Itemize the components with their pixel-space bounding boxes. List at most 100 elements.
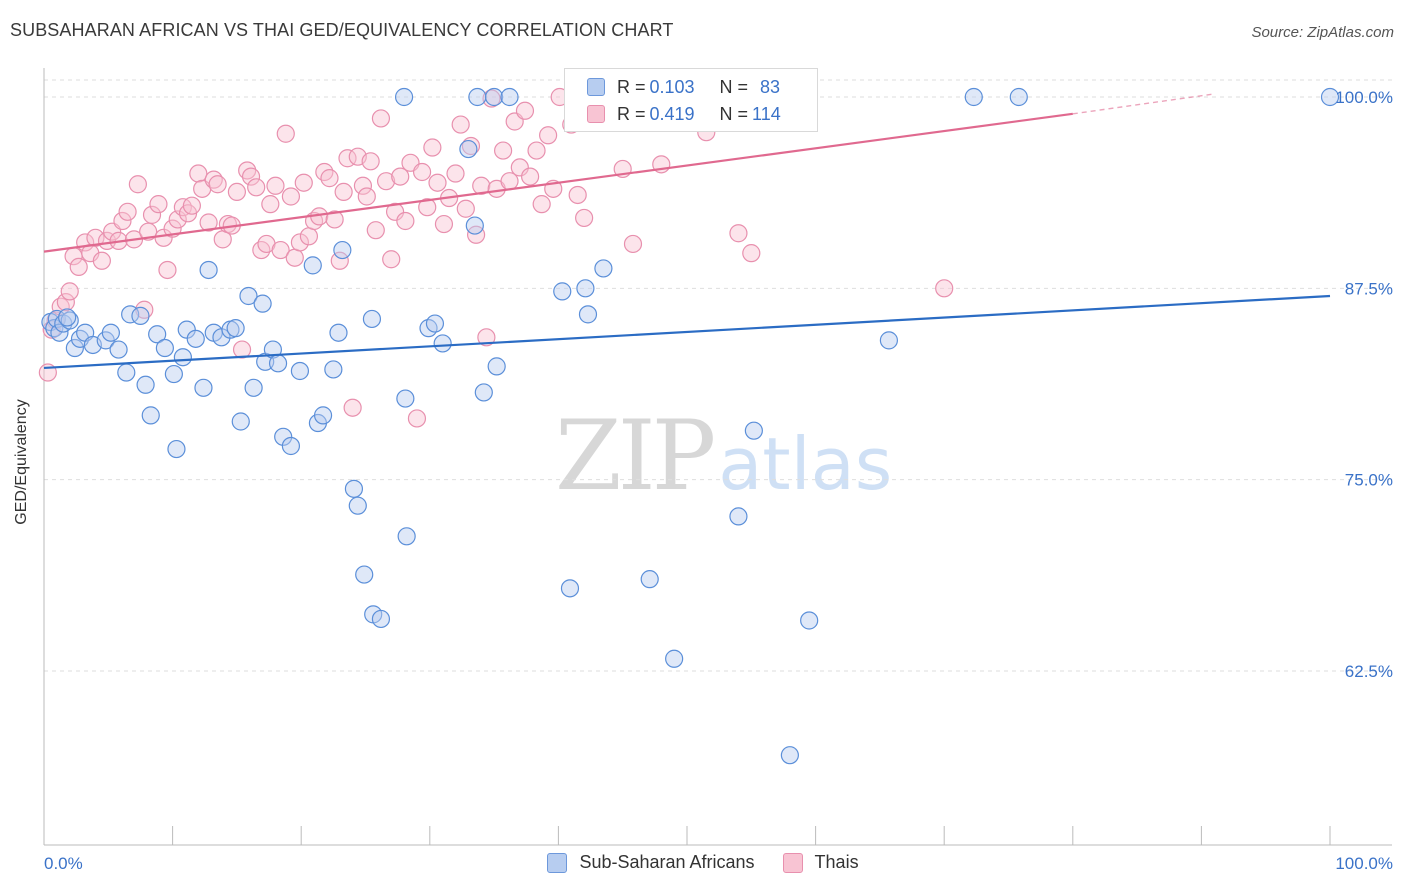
subsaharan-point (425, 314, 445, 333)
thais-point (575, 208, 594, 228)
thais-point (527, 141, 546, 160)
subsaharan-point (268, 354, 288, 373)
subsaharan-point (362, 309, 382, 329)
thais-point (353, 176, 373, 195)
thais-point (407, 409, 427, 428)
thais-point (376, 172, 396, 191)
subsaharan-trend-line (43, 294, 1331, 370)
subsaharan-point (65, 338, 84, 358)
thais-point (532, 195, 551, 214)
thais-point (69, 257, 88, 277)
subsaharan-point (155, 338, 174, 358)
subsaharan-point (578, 305, 598, 324)
legend-n-value: 114 (752, 103, 781, 124)
thais-point (320, 169, 339, 188)
subsaharan-point (101, 323, 120, 342)
thais-point (461, 136, 481, 156)
thais-point (466, 225, 486, 244)
subsaharan-point (744, 421, 763, 440)
thais-point (285, 248, 304, 267)
legend-swatch-pink (782, 852, 803, 873)
subsaharan-point (1320, 87, 1340, 107)
thais-point (515, 101, 535, 120)
thais-point (391, 167, 410, 186)
axes (43, 68, 1392, 846)
subsaharan-point (333, 240, 352, 260)
subsaharan-point (329, 323, 348, 342)
thais-point (56, 293, 75, 312)
thais-point (477, 328, 496, 347)
subsaharan-point (594, 259, 613, 278)
subsaharan-point (164, 364, 183, 384)
subsaharan-point (231, 412, 250, 431)
subsaharan-point (394, 87, 414, 107)
legend-n-label: N = (719, 76, 749, 97)
thais-point (199, 213, 218, 232)
subsaharan-point (199, 260, 218, 280)
subsaharan-point (281, 436, 301, 456)
subsaharan-point (274, 427, 293, 446)
legend-label-subsaharan: Sub-Saharan Africans (579, 852, 755, 872)
subsaharan-point (50, 323, 69, 342)
legend-r-label: R = (617, 76, 646, 97)
subsaharan-point (244, 378, 263, 397)
thais-point (568, 185, 587, 205)
subsaharan-point (419, 319, 438, 338)
legend-swatch-blue (547, 852, 568, 873)
legend-r-label: R = (617, 103, 646, 124)
thais-trend-line (43, 112, 1073, 253)
subsaharan-point (355, 565, 374, 584)
thais-point (241, 167, 261, 186)
tick-labels: 62.5% 75.0% 87.5% 100.0% 0.0% 100.0% (44, 88, 1393, 873)
thais-point (456, 199, 475, 218)
legend-row-thais: R = 0.419 N = 114 (587, 103, 781, 125)
thais-point (247, 178, 266, 197)
subsaharan-point (879, 331, 899, 350)
subsaharan-point (465, 216, 484, 235)
thais-point (299, 227, 319, 246)
legend-r-value: 0.103 (649, 76, 695, 97)
thais-point (412, 162, 432, 182)
thais-point (385, 202, 405, 221)
thais-point (158, 260, 177, 280)
legend-row-subsaharan: R = 0.103 N = 83 (587, 76, 780, 98)
thais-point (729, 224, 748, 243)
thais-point (227, 182, 246, 202)
watermark-zip: ZIP (555, 400, 716, 512)
thais-point (510, 158, 529, 177)
thais-point (742, 244, 761, 263)
thais-point (261, 195, 280, 214)
thais-point (434, 214, 454, 234)
subsaharan-point (303, 256, 322, 275)
subsaharan-point (117, 363, 136, 382)
thais-point (428, 173, 447, 192)
thais-point (92, 251, 111, 270)
subsaharan-point (226, 319, 245, 338)
thais-point (361, 152, 380, 171)
subsaharan-point (239, 286, 258, 306)
y-tick-label: 62.5% (1345, 662, 1393, 681)
subsaharan-point (290, 361, 310, 381)
thais-point (623, 234, 643, 254)
thais-point (290, 233, 310, 252)
series-legend: Sub-Saharan Africans Thais (0, 852, 1406, 873)
subsaharan-point (60, 311, 79, 330)
subsaharan-point (780, 746, 799, 765)
legend-n-value: 83 (760, 76, 781, 97)
subsaharan-point (487, 357, 506, 376)
subsaharan-point (500, 87, 519, 107)
thais-point (334, 182, 353, 202)
legend-item-subsaharan[interactable]: Sub-Saharan Africans (547, 852, 755, 873)
subsaharan-point (253, 294, 272, 313)
subsaharan-point (109, 340, 128, 359)
thais-point (371, 109, 391, 128)
thais-point (294, 173, 313, 192)
legend-item-thais[interactable]: Thais (782, 852, 859, 873)
subsaharan-point (964, 87, 983, 107)
thais-point (189, 164, 208, 183)
thais-point (494, 141, 513, 160)
subsaharan-point (324, 360, 343, 379)
legend-swatch-pink (587, 105, 605, 123)
subsaharan-point (58, 308, 77, 327)
subsaharan-point (665, 649, 684, 668)
